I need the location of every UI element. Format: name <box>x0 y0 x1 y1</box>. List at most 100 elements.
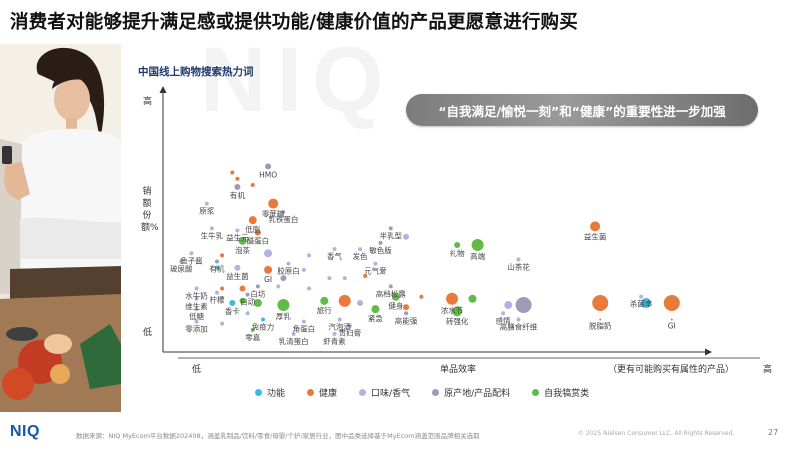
data-label: 自动 <box>240 297 255 307</box>
legend-label: 原产地/产品配料 <box>444 389 511 399</box>
data-point <box>419 294 424 299</box>
data-label: 敏色版 <box>369 245 392 255</box>
data-point <box>220 286 225 291</box>
data-label: 零蔗糖 <box>262 209 285 219</box>
data-point <box>332 332 337 336</box>
legend-item-origin: 原产地/产品配料 <box>432 386 510 399</box>
callout-banner: “自我满足/愉悦一刻”和“健康”的重要性进一步加强 <box>406 94 758 126</box>
data-point <box>194 296 199 301</box>
data-point <box>214 265 219 270</box>
chart-legend: 功能 健康 口味/香气 原产地/产品配料 自我犒赏类 <box>255 386 589 399</box>
x-axis-high-label: 高 <box>763 365 773 375</box>
data-point <box>235 176 240 181</box>
legend-label: 自我犒赏类 <box>544 389 590 399</box>
data-label: 益生菌 <box>226 271 249 281</box>
data-label: 益生元 <box>226 233 249 243</box>
data-label: 低脂 <box>245 224 260 234</box>
legend-item-func: 功能 <box>255 386 285 399</box>
data-point <box>363 274 368 279</box>
data-labels: HMO有机原浆 零蔗糖乳铁蛋白低脂生牛乳 益生元醋蛋白半乳型敏色版泡茶香气 发色 礼物高… <box>170 170 676 346</box>
legend-item-self: 自我犒赏类 <box>532 386 589 399</box>
data-point <box>471 238 484 251</box>
data-label: 维生素 <box>185 301 208 311</box>
data-point <box>250 327 255 332</box>
data-label: 脱脂奶 <box>589 321 612 331</box>
data-point <box>220 321 225 326</box>
source-note: 数据来源：NIQ MyEcom平台数据202408，涵盖乳制品/饮料/零食/母婴… <box>76 432 480 440</box>
data-point <box>209 226 214 231</box>
data-point <box>281 209 286 214</box>
data-point <box>338 294 351 307</box>
data-label: 香卡 <box>225 306 240 316</box>
data-label: 虾青素 <box>323 336 346 346</box>
data-label: 紧急 <box>368 313 383 323</box>
data-point <box>248 216 257 225</box>
data-label: 发色 <box>353 251 368 261</box>
data-label: 转强化 <box>446 316 469 326</box>
copyright-note: © 2025 Nielsen Consumer LLC. All Rights … <box>578 430 735 437</box>
data-point <box>250 182 255 187</box>
data-label: 零添加 <box>185 324 208 334</box>
chart-title: 中国线上购物搜索热力词 <box>138 66 254 78</box>
data-point <box>501 311 506 316</box>
data-point <box>235 228 240 233</box>
data-label: 水牛奶 <box>185 290 208 300</box>
data-point <box>194 307 199 312</box>
data-point <box>592 294 609 311</box>
data-label: 醋蛋白 <box>247 236 270 246</box>
data-label: 元气爱 <box>364 266 387 276</box>
data-point <box>286 261 291 266</box>
data-label: 贵妇膏 <box>339 328 362 338</box>
data-label: 乳清蛋白 <box>279 336 309 346</box>
data-points <box>179 163 680 336</box>
legend-label: 功能 <box>267 389 286 399</box>
data-point <box>388 226 393 231</box>
data-point <box>204 201 209 206</box>
data-point <box>234 184 241 191</box>
data-point <box>214 290 219 295</box>
data-label: 鱼子酱 <box>180 255 203 265</box>
data-label: 柠檬 <box>209 295 224 305</box>
data-point <box>229 299 236 306</box>
data-point <box>234 264 241 271</box>
x-axis-title: 单品效率 <box>440 365 477 375</box>
data-label: 免疫力 <box>252 322 275 332</box>
data-point <box>504 301 513 310</box>
woman-with-phone-photo <box>0 44 121 412</box>
data-point <box>516 317 521 322</box>
data-point <box>378 240 383 245</box>
y-axis-title: 销额份额% <box>141 187 159 233</box>
data-label: 原浆 <box>199 206 214 216</box>
data-label: 高档松露 <box>376 288 406 298</box>
data-point <box>342 276 347 281</box>
data-label: 高端 <box>470 251 485 261</box>
y-axis-low-label: 低 <box>143 328 153 338</box>
data-point <box>194 286 199 291</box>
legend-dot <box>432 389 440 396</box>
data-point <box>189 251 194 256</box>
data-point <box>337 317 342 322</box>
legend-label: 口味/香气 <box>371 389 411 399</box>
data-label: 半乳型 <box>379 230 402 240</box>
page-title: 消费者对能够提升满足感或提供功能/健康价值的产品更愿意进行购买 <box>10 12 578 33</box>
data-point <box>214 259 219 264</box>
data-point <box>639 294 644 299</box>
niq-logo: NIQ <box>10 423 40 440</box>
data-point <box>239 285 246 292</box>
data-point <box>264 249 273 258</box>
data-label: 白坊 <box>250 288 265 298</box>
data-point <box>291 332 296 336</box>
data-point <box>446 292 459 305</box>
data-point <box>327 276 332 281</box>
data-label: 益生菌 <box>584 231 607 241</box>
data-point <box>670 318 673 321</box>
data-label: 杀菌率 <box>630 299 653 309</box>
data-point <box>306 253 311 258</box>
data-point <box>373 261 378 266</box>
data-label: 玻尿酸 <box>170 264 193 274</box>
data-label: 高膳食纤维 <box>500 322 538 332</box>
data-point <box>230 170 235 175</box>
data-point <box>260 317 265 322</box>
data-point <box>255 284 260 289</box>
